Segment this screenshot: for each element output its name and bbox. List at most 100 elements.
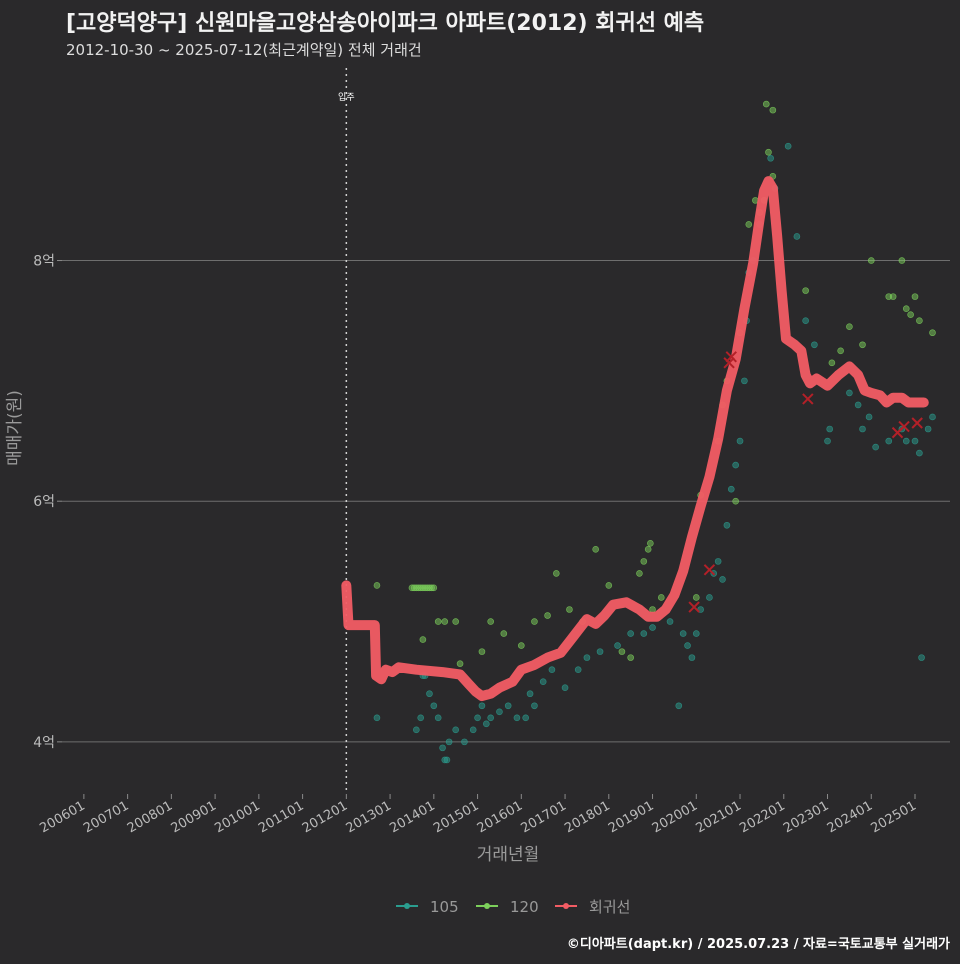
data-point-105 — [666, 618, 674, 625]
data-point-105 — [826, 425, 834, 433]
data-point-105 — [885, 437, 893, 445]
data-point-105 — [496, 708, 503, 716]
data-point-105 — [918, 654, 925, 661]
data-point-105 — [596, 648, 604, 655]
data-point-120 — [430, 584, 438, 592]
outlier-marker — [725, 351, 737, 363]
legend-dot-105 — [404, 903, 410, 909]
data-point-120 — [902, 305, 910, 312]
x-tick-label: 200901 — [169, 798, 219, 836]
data-point-105 — [627, 630, 634, 637]
outlier-marker — [688, 601, 700, 613]
legend-dot-120 — [484, 903, 490, 909]
data-point-120 — [456, 660, 464, 667]
x-tick-label: 201901 — [606, 798, 656, 836]
y-axis-title: 매매가(원) — [5, 390, 25, 466]
data-point-120 — [898, 257, 906, 264]
chart-subtitle: 2012-10-30 ~ 2025-07-12(최근계약일) 전체 거래건 — [66, 41, 422, 59]
data-point-105 — [675, 702, 683, 710]
data-point-105 — [417, 714, 424, 722]
data-point-120 — [907, 311, 914, 318]
data-point-120 — [769, 106, 777, 114]
data-point-120 — [373, 582, 381, 589]
data-point-120 — [889, 293, 897, 300]
data-point-105 — [688, 654, 696, 661]
data-point-105 — [732, 461, 739, 469]
data-point-120 — [518, 642, 525, 649]
data-point-105 — [723, 521, 731, 529]
data-point-120 — [745, 221, 753, 228]
x-tick-label: 200701 — [81, 798, 131, 836]
data-point-120 — [500, 630, 508, 637]
x-tick-label: 202101 — [694, 798, 744, 836]
x-tick-label: 201301 — [344, 798, 394, 836]
data-point-105 — [474, 714, 481, 722]
data-point-105 — [574, 666, 582, 673]
data-point-105 — [924, 425, 932, 433]
data-point-105 — [767, 154, 774, 162]
grid-layer: 입주 — [62, 68, 950, 790]
data-point-120 — [640, 558, 648, 565]
outlier-marker — [723, 357, 735, 369]
data-point-105 — [741, 377, 748, 385]
data-point-105 — [478, 702, 486, 710]
points-layer — [373, 100, 936, 764]
data-point-120 — [916, 317, 923, 325]
data-point-105 — [824, 437, 831, 445]
data-point-105 — [911, 437, 919, 445]
x-tick-label: 200601 — [37, 798, 87, 836]
data-point-120 — [478, 648, 486, 655]
data-point-105 — [614, 642, 621, 649]
data-point-120 — [647, 540, 654, 547]
data-point-105 — [714, 558, 722, 565]
data-point-105 — [487, 714, 494, 722]
x-tick-label: 202201 — [737, 798, 787, 836]
legend-label: 105 — [430, 898, 459, 916]
x-tick-label: 200801 — [125, 798, 175, 836]
data-point-120 — [762, 100, 770, 108]
data-point-105 — [859, 425, 866, 433]
data-point-120 — [828, 359, 836, 367]
data-point-105 — [846, 389, 853, 397]
data-point-105 — [413, 726, 420, 734]
data-point-105 — [872, 443, 879, 451]
x-tick-label: 201401 — [387, 798, 437, 836]
data-point-120 — [765, 148, 772, 156]
y-tick-label: 8억 — [33, 254, 55, 270]
data-point-105 — [865, 413, 873, 421]
x-axis-title: 거래년월 — [477, 845, 540, 865]
data-point-120 — [434, 618, 442, 625]
data-point-105 — [640, 630, 648, 637]
outlier-marker — [898, 420, 910, 433]
x-tick-label: 202501 — [869, 798, 919, 836]
legend: 105 120 회귀선 — [396, 898, 630, 916]
data-point-105 — [561, 684, 569, 692]
chart-caption: ©디아파트(dapt.kr) / 2025.07.23 / 자료=국토교통부 실… — [567, 936, 950, 952]
regression-layer — [341, 176, 929, 702]
data-point-105 — [469, 726, 477, 734]
data-point-105 — [526, 690, 534, 698]
data-point-120 — [929, 329, 936, 337]
data-point-120 — [419, 636, 427, 643]
data-point-120 — [859, 341, 866, 349]
data-point-120 — [802, 287, 809, 294]
data-point-105 — [461, 738, 468, 746]
data-point-105 — [706, 594, 713, 601]
data-point-120 — [649, 606, 656, 613]
data-point-105 — [452, 726, 459, 734]
data-point-105 — [483, 720, 490, 728]
data-point-105 — [811, 341, 818, 349]
data-point-105 — [679, 630, 687, 637]
data-point-105 — [522, 714, 529, 722]
data-point-105 — [916, 449, 923, 457]
data-point-120 — [605, 582, 613, 589]
data-point-105 — [802, 317, 809, 325]
data-point-105 — [434, 714, 442, 722]
x-tick-label: 201101 — [256, 798, 306, 836]
data-point-120 — [592, 546, 599, 553]
data-point-105 — [513, 714, 521, 722]
outlier-layer — [688, 351, 923, 613]
x-tick-label: 201001 — [212, 798, 262, 836]
